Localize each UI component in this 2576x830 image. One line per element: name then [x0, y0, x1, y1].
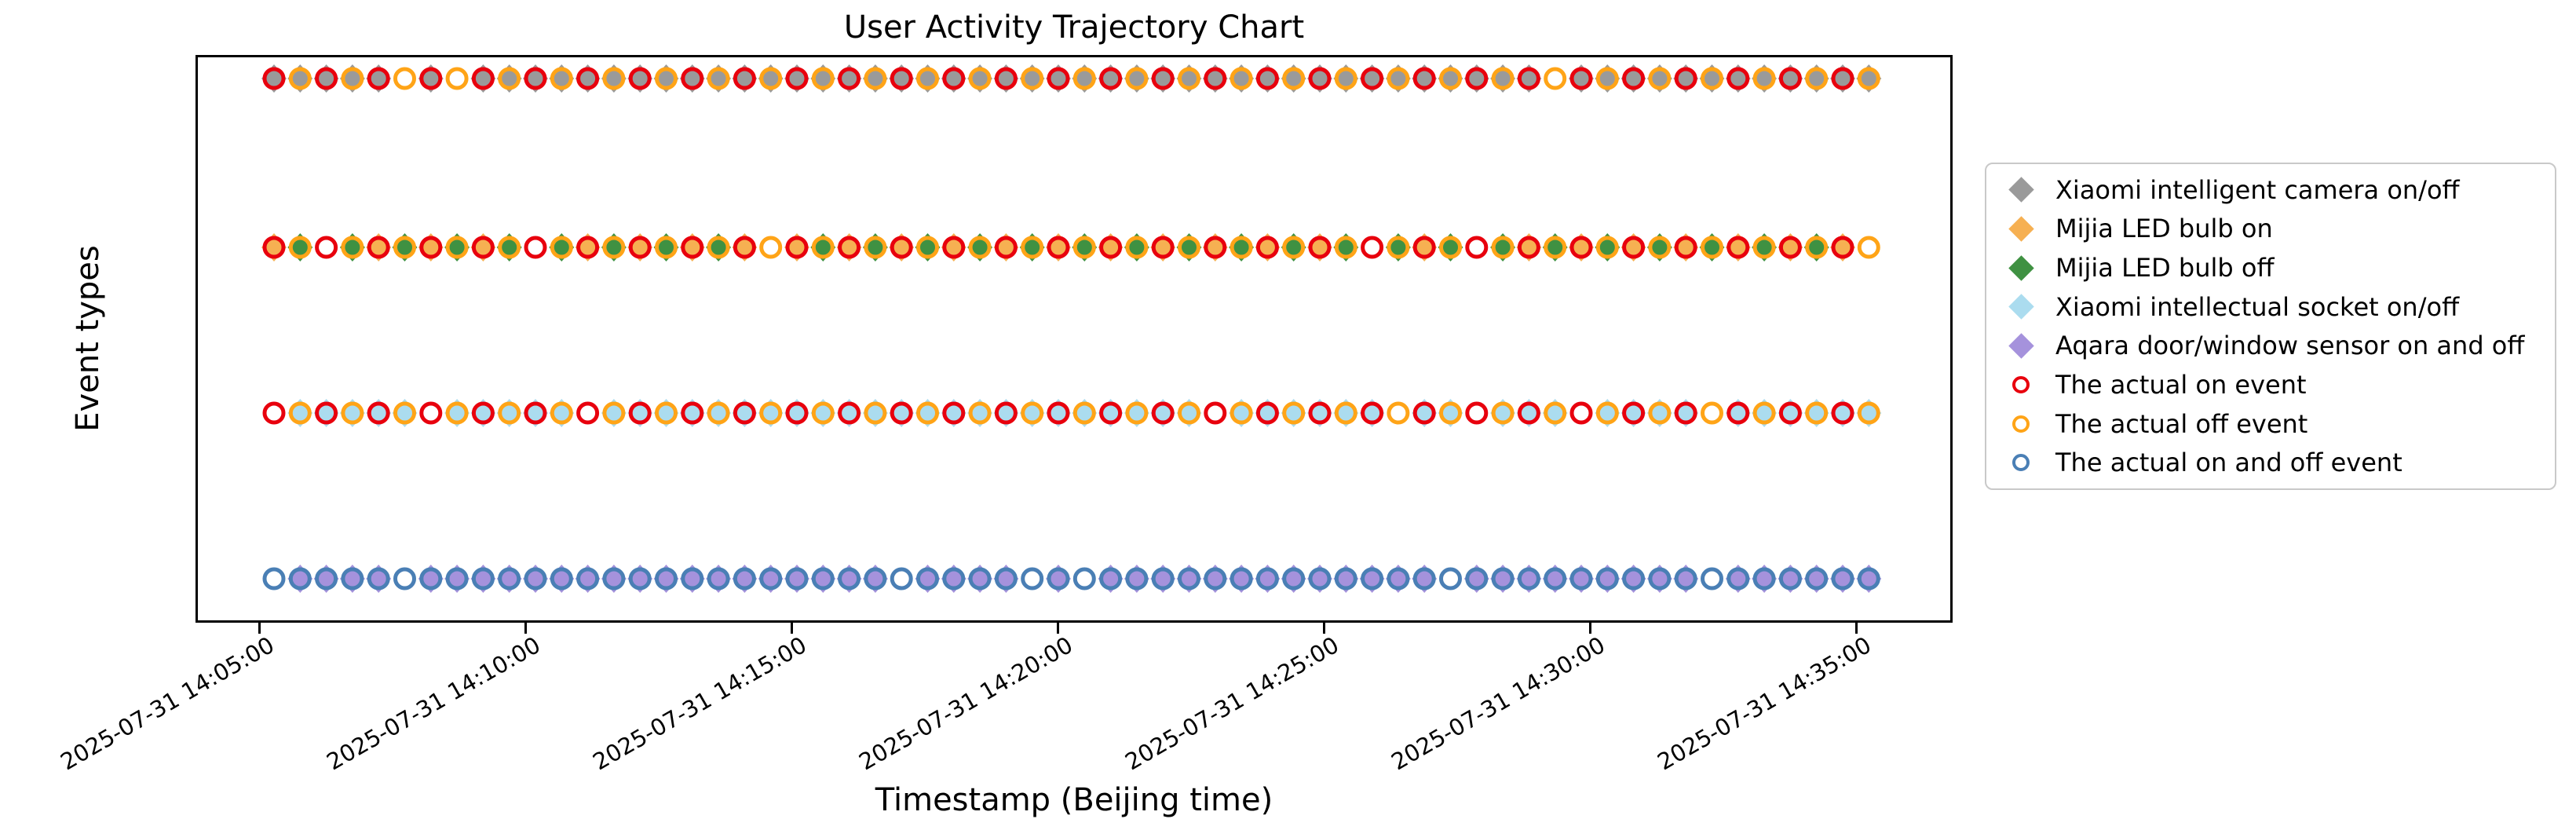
- ring-marker-icon: [1986, 454, 2055, 472]
- legend-item: Xiaomi intellectual socket on/off: [1986, 292, 2555, 322]
- x-tick-label: 2025-07-31 14:05:00: [56, 631, 280, 776]
- legend-items: Xiaomi intelligent camera on/off Mijia LE…: [1986, 170, 2555, 482]
- legend-item: The actual on and off event: [1986, 448, 2555, 477]
- y-axis-label: Event types: [70, 245, 106, 432]
- legend-item: Aqara door/window sensor on and off: [1986, 331, 2555, 360]
- legend-item: Mijia LED bulb off: [1986, 253, 2555, 283]
- x-tick-mark: [1322, 623, 1325, 634]
- legend-label: Mijia LED bulb on: [2055, 214, 2273, 244]
- ring-marker-icon: [1986, 375, 2055, 393]
- chart-title: User Activity Trajectory Chart: [843, 9, 1305, 46]
- legend-label: The actual on and off event: [2055, 448, 2402, 478]
- legend-label: Xiaomi intelligent camera on/off: [2055, 174, 2460, 205]
- x-tick-label: 2025-07-31 14:30:00: [1387, 631, 1610, 776]
- legend-label: Mijia LED bulb off: [2055, 253, 2275, 283]
- diamond-marker-icon: [1986, 333, 2055, 359]
- diamond-marker-icon: [1986, 216, 2055, 242]
- legend-item: Xiaomi intelligent camera on/off: [1986, 175, 2555, 205]
- x-tick-mark: [258, 623, 261, 634]
- x-axis-label: Timestamp (Beijing time): [875, 782, 1273, 818]
- legend-label: Aqara door/window sensor on and off: [2055, 331, 2525, 361]
- legend-item: The actual off event: [1986, 409, 2555, 439]
- x-tick-mark: [1056, 623, 1059, 634]
- diamond-marker-icon: [1986, 254, 2055, 281]
- legend: Xiaomi intelligent camera on/off Mijia LE…: [1985, 163, 2556, 490]
- diamond-marker-icon: [1986, 294, 2055, 320]
- x-tick-mark: [1588, 623, 1591, 634]
- x-tick-label: 2025-07-31 14:20:00: [854, 631, 1077, 776]
- diamond-marker-icon: [1986, 177, 2055, 203]
- x-tick-mark: [1854, 623, 1858, 634]
- x-tick-mark: [790, 623, 793, 634]
- x-tick-label: 2025-07-31 14:15:00: [588, 631, 811, 776]
- x-tick-label: 2025-07-31 14:10:00: [322, 631, 545, 776]
- x-tick-label: 2025-07-31 14:35:00: [1653, 631, 1876, 776]
- legend-item: The actual on event: [1986, 370, 2555, 400]
- legend-item: Mijia LED bulb on: [1986, 214, 2555, 243]
- ring-marker-icon: [1986, 415, 2055, 433]
- x-tick-mark: [524, 623, 527, 634]
- legend-label: The actual on event: [2055, 369, 2307, 400]
- plot-frame: [195, 55, 1953, 623]
- legend-label: Xiaomi intellectual socket on/off: [2055, 291, 2460, 322]
- x-tick-label: 2025-07-31 14:25:00: [1120, 631, 1343, 776]
- legend-label: The actual off event: [2055, 408, 2308, 439]
